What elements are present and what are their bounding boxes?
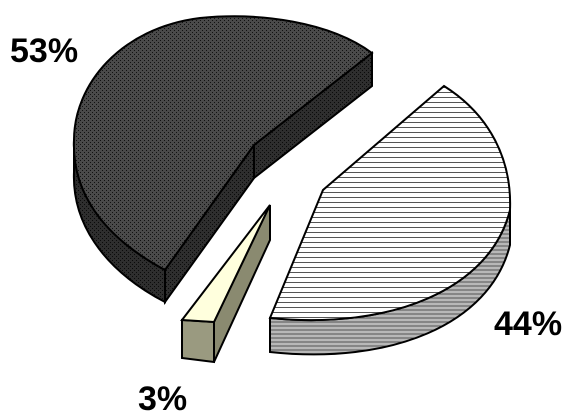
slice-3-top (180, 204, 271, 324)
slice-44-top (268, 84, 512, 322)
slice-3-percent (180, 204, 271, 364)
slice-53-percent (72, 15, 374, 306)
label-44-percent: 44% (494, 305, 562, 343)
slice-3-side (181, 318, 215, 364)
label-3-percent: 3% (138, 380, 187, 415)
label-53-percent: 53% (10, 32, 78, 70)
slice-44-percent (268, 84, 512, 356)
slice-53-top (72, 15, 374, 272)
